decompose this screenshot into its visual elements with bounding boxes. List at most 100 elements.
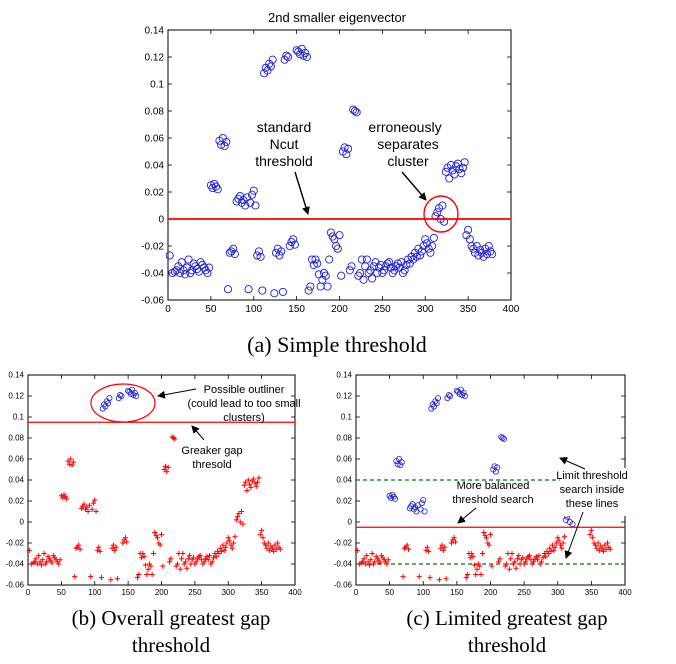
data-point	[313, 259, 322, 268]
data-point	[365, 559, 371, 565]
data-point	[265, 540, 271, 546]
data-point	[88, 574, 94, 580]
data-point	[72, 574, 78, 580]
y-tick-label: -0.02	[6, 539, 25, 548]
data-point	[451, 535, 457, 541]
data-point	[350, 106, 359, 116]
data-point	[377, 560, 383, 566]
x-tick-label: 0	[26, 588, 31, 597]
caption-b-line1: (b) Overall greatest gap	[72, 606, 271, 630]
data-point	[534, 557, 541, 563]
annotation-balanced-1: More balanced	[457, 480, 530, 492]
y-tick-label: 0.08	[8, 434, 24, 443]
data-point	[225, 535, 231, 541]
annotation-limit-2: search inside	[560, 484, 625, 496]
data-point	[438, 545, 444, 551]
data-point	[254, 247, 263, 256]
y-tick-label: -0.06	[334, 581, 353, 590]
data-point	[85, 508, 91, 515]
annotation-ncut: Ncut	[270, 136, 299, 152]
data-point	[257, 532, 263, 538]
data-point	[347, 262, 356, 271]
data-point	[443, 576, 449, 582]
data-point	[223, 285, 233, 294]
data-point	[366, 562, 373, 568]
data-point	[428, 241, 437, 251]
data-point	[481, 529, 487, 536]
data-point	[369, 550, 375, 557]
data-point	[311, 255, 320, 264]
data-point	[416, 574, 422, 580]
data-point	[154, 535, 161, 541]
x-tick-label: 400	[503, 304, 520, 315]
data-point	[89, 506, 95, 512]
data-point	[92, 497, 98, 503]
data-point	[447, 392, 454, 399]
data-point	[360, 559, 366, 565]
data-point	[180, 550, 186, 557]
annotation-outlier-1: Possible outliner	[204, 384, 285, 396]
data-point	[253, 251, 262, 260]
data-point	[118, 392, 125, 399]
y-tick-label: 0.14	[145, 25, 165, 36]
data-point	[508, 556, 514, 562]
x-tick-label: 150	[288, 304, 305, 315]
data-point	[549, 542, 555, 548]
x-tick-label: 250	[188, 588, 202, 597]
data-point	[150, 550, 157, 557]
data-point	[236, 511, 242, 517]
data-point	[326, 228, 335, 237]
y-tick-label: 0.04	[336, 476, 352, 485]
data-point	[463, 575, 469, 581]
y-tick-label: 0.1	[13, 413, 25, 422]
data-point	[37, 559, 43, 565]
data-point	[145, 566, 151, 572]
panel-a: 2nd smaller eigenvector 0 50 100 150 200 250 3…	[141, 10, 520, 357]
data-point	[174, 561, 181, 567]
highlight-circle-a	[423, 195, 459, 233]
data-point	[241, 482, 247, 488]
data-point	[404, 542, 410, 548]
x-tick-label: 0	[165, 304, 171, 315]
data-point	[157, 542, 163, 548]
data-point	[251, 476, 257, 482]
y-tick-label: 0.08	[145, 106, 165, 117]
x-tick-label: 100	[88, 588, 102, 597]
data-point	[487, 532, 494, 538]
data-point	[41, 550, 47, 557]
data-point	[337, 271, 346, 280]
data-point	[486, 542, 492, 548]
data-point	[436, 577, 442, 583]
data-point	[488, 250, 497, 259]
data-point	[178, 556, 185, 562]
data-point	[514, 556, 520, 562]
data-point	[526, 553, 533, 559]
data-point	[229, 545, 235, 551]
data-point	[226, 538, 233, 544]
data-point	[405, 546, 412, 552]
data-point	[203, 268, 212, 278]
data-point	[460, 158, 469, 167]
data-point	[474, 566, 480, 572]
data-point	[252, 480, 258, 486]
data-point	[530, 559, 537, 565]
data-point	[344, 144, 353, 153]
arrow-erroneous	[401, 171, 427, 201]
data-point	[98, 575, 105, 581]
data-point	[246, 198, 255, 207]
data-point	[260, 535, 266, 541]
data-point	[539, 559, 545, 565]
data-point	[364, 553, 370, 559]
data-point	[520, 555, 526, 561]
data-point	[476, 245, 485, 255]
data-point	[247, 190, 257, 199]
y-tick-label: 0.14	[8, 371, 24, 380]
arrow-gap	[191, 425, 205, 441]
data-point	[251, 201, 260, 210]
data-point	[245, 477, 251, 483]
data-point	[352, 108, 361, 117]
arrow-outlier	[157, 388, 197, 399]
y-tick-label: -0.04	[141, 268, 164, 279]
data-point	[258, 286, 267, 295]
